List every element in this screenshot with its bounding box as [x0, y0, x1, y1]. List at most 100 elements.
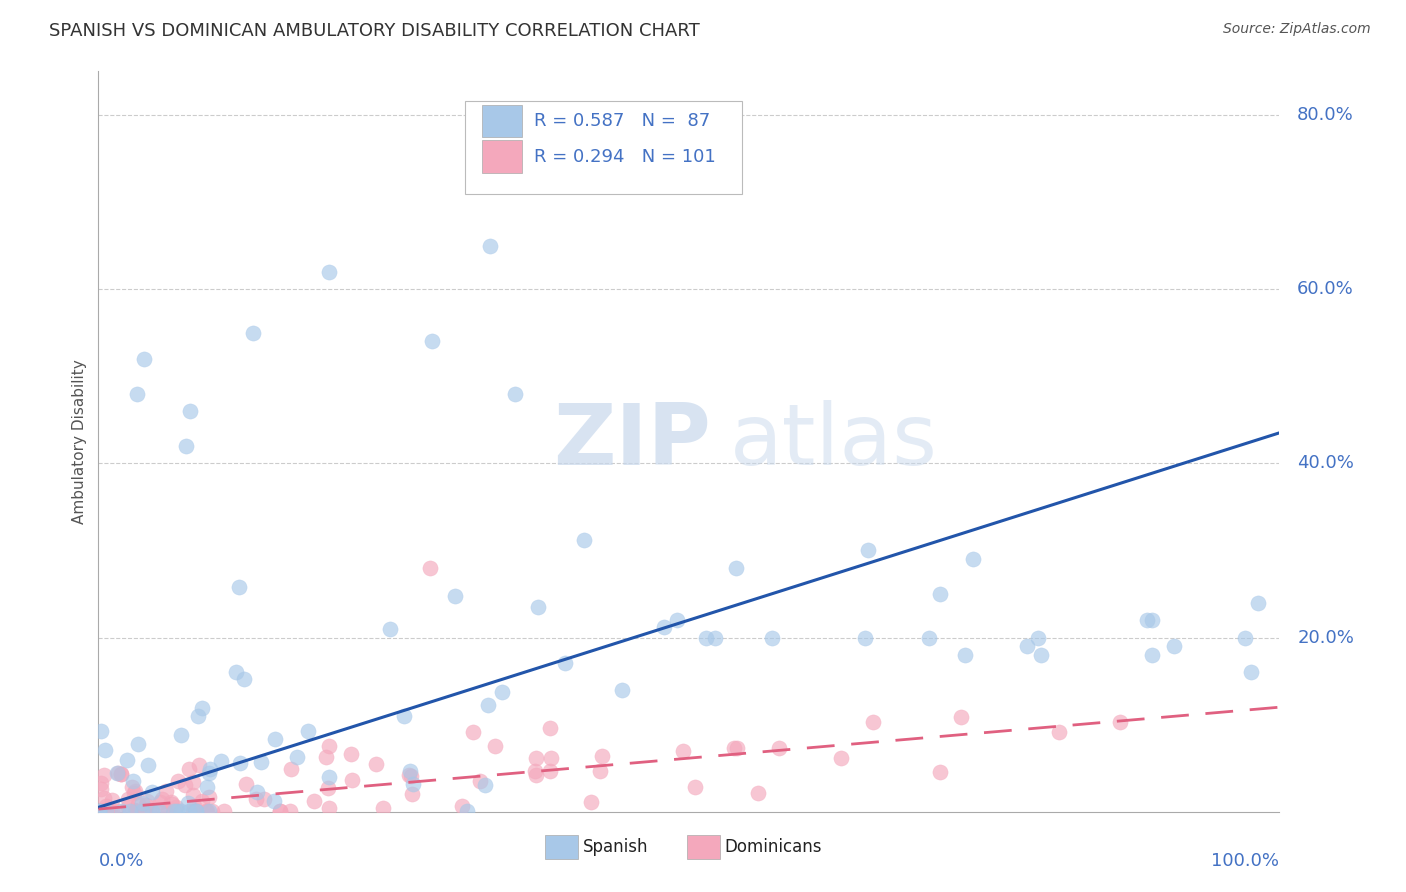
Point: [183, 799, 205, 814]
Point: [456, 804, 478, 818]
Point: [1047, 725, 1070, 739]
Point: [401, 787, 423, 801]
Point: [302, 794, 325, 808]
FancyBboxPatch shape: [482, 140, 523, 173]
Point: [163, 804, 186, 818]
Point: [179, 804, 201, 818]
Text: 40.0%: 40.0%: [1298, 454, 1354, 473]
Point: [139, 803, 162, 817]
Point: [1240, 665, 1263, 680]
Point: [101, 792, 124, 806]
Point: [371, 801, 394, 815]
Point: [612, 683, 634, 698]
Point: [318, 265, 340, 279]
Point: [91, 804, 114, 818]
Point: [1247, 596, 1270, 610]
Point: [747, 786, 769, 800]
Point: [93, 768, 115, 782]
Point: [253, 792, 276, 806]
Text: Dominicans: Dominicans: [724, 838, 823, 856]
Point: [187, 709, 209, 723]
Point: [862, 714, 884, 729]
Point: [167, 774, 190, 789]
Point: [538, 722, 561, 736]
Point: [665, 613, 688, 627]
Point: [91, 803, 114, 817]
Point: [115, 753, 138, 767]
Point: [124, 804, 146, 818]
Point: [136, 794, 159, 808]
Point: [191, 794, 214, 808]
Point: [242, 326, 264, 340]
Point: [235, 777, 257, 791]
Point: [170, 804, 193, 818]
Text: 20.0%: 20.0%: [1298, 629, 1354, 647]
Point: [214, 804, 236, 818]
FancyBboxPatch shape: [482, 104, 523, 137]
Text: 100.0%: 100.0%: [1212, 853, 1279, 871]
Point: [316, 780, 339, 795]
Point: [703, 631, 725, 645]
Point: [928, 587, 950, 601]
Point: [125, 386, 148, 401]
Point: [285, 750, 308, 764]
Point: [1109, 714, 1132, 729]
Point: [105, 766, 128, 780]
Point: [1136, 613, 1159, 627]
Point: [157, 804, 180, 818]
Text: atlas: atlas: [730, 400, 938, 483]
Point: [450, 799, 472, 814]
Y-axis label: Ambulatory Disability: Ambulatory Disability: [72, 359, 87, 524]
Point: [132, 351, 155, 366]
Point: [148, 804, 170, 818]
Point: [1029, 648, 1052, 662]
Point: [179, 404, 201, 418]
Point: [132, 804, 155, 818]
Point: [581, 795, 603, 809]
Point: [402, 777, 425, 791]
Point: [278, 804, 301, 818]
Point: [177, 796, 200, 810]
Point: [107, 804, 129, 818]
Point: [149, 795, 172, 809]
Point: [141, 804, 163, 818]
Point: [118, 804, 141, 818]
Point: [725, 561, 748, 575]
Point: [524, 768, 547, 782]
Point: [269, 804, 291, 818]
Point: [195, 780, 218, 794]
Point: [340, 747, 363, 761]
Point: [672, 744, 695, 758]
Point: [652, 620, 675, 634]
Point: [191, 701, 214, 715]
Point: [91, 804, 114, 818]
Point: [87, 804, 110, 818]
Point: [117, 799, 139, 814]
Point: [127, 737, 149, 751]
Point: [768, 740, 790, 755]
Point: [683, 780, 706, 794]
Text: SPANISH VS DOMINICAN AMBULATORY DISABILITY CORRELATION CHART: SPANISH VS DOMINICAN AMBULATORY DISABILI…: [49, 22, 700, 40]
Point: [124, 786, 146, 800]
Point: [90, 781, 112, 796]
Point: [524, 750, 547, 764]
Point: [173, 778, 195, 792]
Point: [1017, 639, 1039, 653]
Point: [111, 804, 134, 818]
Point: [181, 804, 204, 818]
Text: 80.0%: 80.0%: [1298, 106, 1354, 124]
Point: [250, 755, 273, 769]
Point: [89, 723, 111, 738]
Point: [201, 804, 224, 818]
Point: [318, 801, 340, 815]
Point: [110, 767, 132, 781]
Point: [723, 741, 745, 756]
Point: [474, 778, 496, 792]
Point: [93, 743, 115, 757]
Point: [246, 785, 269, 799]
Text: Spanish: Spanish: [582, 838, 648, 856]
Point: [399, 764, 422, 778]
Point: [461, 725, 484, 739]
Point: [574, 533, 596, 548]
Point: [297, 723, 319, 738]
